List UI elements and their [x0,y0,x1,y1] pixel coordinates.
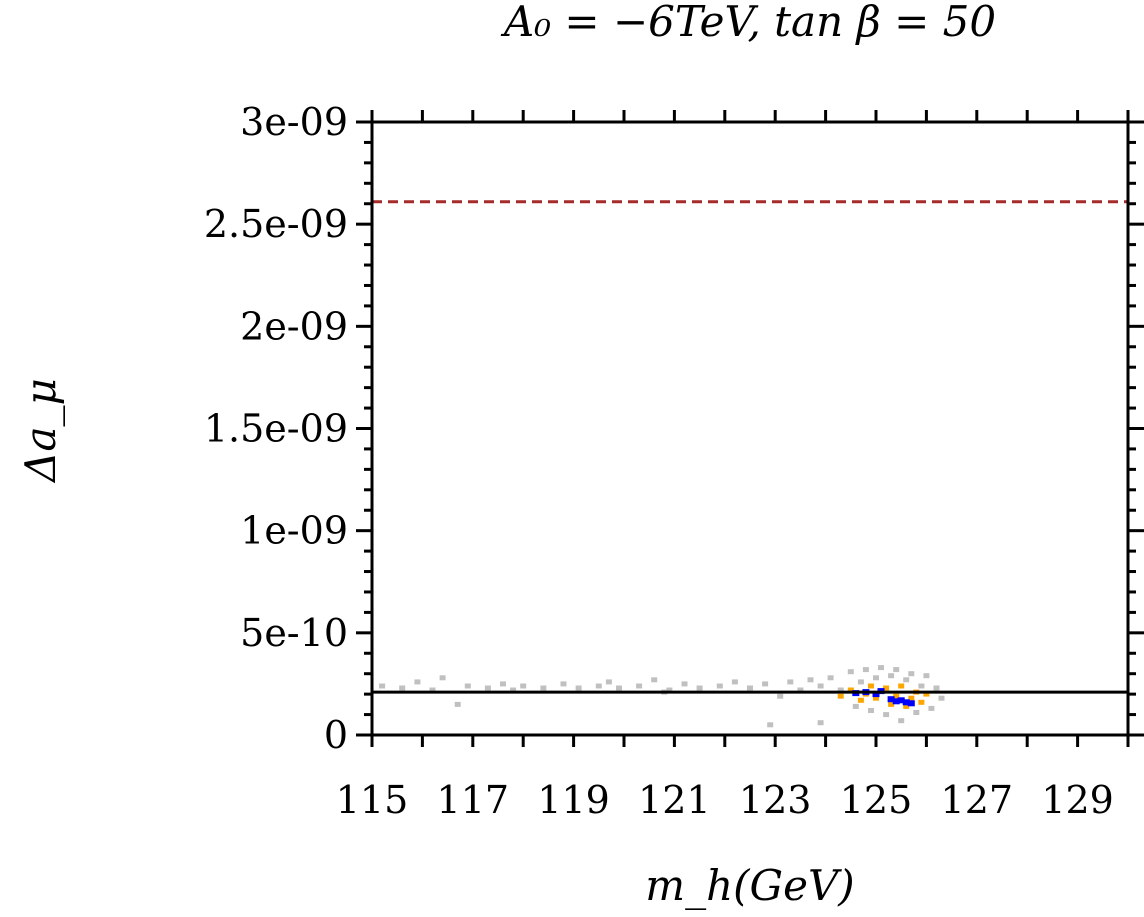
scatter-point-s0-49 [938,695,945,701]
scatter-point-s0-39 [888,673,895,679]
scatter-point-s0-5 [454,701,461,707]
scatter-point-s0-21 [731,679,738,685]
scatter-point-s0-46 [923,673,930,679]
scatter-point-s0-9 [520,683,527,689]
scatter-point-s1-2 [857,697,864,703]
scatter-point-s1-5 [883,685,890,691]
scatter-point-s0-23 [762,681,769,687]
scatter-point-s0-16 [651,677,658,683]
scatter-point-s0-35 [868,708,874,713]
scatter-point-s0-31 [847,669,854,675]
scatter-point-s0-17 [666,687,673,693]
scatter-point-s0-1 [399,685,406,691]
scatter-point-s0-15 [636,683,643,689]
y-tick-label-0: 0 [324,713,348,757]
scatter-point-s0-41 [898,718,905,724]
x-tick-label-4: 123 [739,778,812,822]
scatter-point-s0-8 [500,681,506,687]
scatter-point-s0-7 [484,685,491,691]
scatter-point-s0-51 [767,722,774,728]
y-axis-title: Δa_μ [16,378,65,484]
x-tick-label-0: 115 [336,778,409,822]
tick-labels: 115 117 119 121 123 125 127 129 0 5e-10 1e-09 1.5e-… [204,100,1114,822]
scatter-point-s2-6 [897,697,905,704]
scatter-point-s0-48 [933,685,940,691]
scatter-point-s0-3 [429,687,436,693]
x-tick-label-1: 117 [437,778,510,822]
scatter-point-s0-24 [777,693,784,699]
scatter-point-s0-18 [681,681,688,687]
y-tick-label-4: 2e-09 [240,304,348,348]
scatter-point-s0-32 [852,703,859,709]
plot-marks [372,200,1128,728]
scatter-point-s0-20 [716,683,723,689]
scatter-point-s0-26 [797,687,804,693]
axis-ticks [356,110,1144,747]
scatter-point-s0-54 [605,679,612,685]
scatter-point-s2-2 [872,691,880,698]
y-tick-label-6: 3e-09 [240,100,348,144]
y-tick-label-5: 2.5e-09 [204,202,348,246]
scatter-point-s0-22 [747,685,753,691]
scatter-point-s0-4 [439,675,446,681]
scatter-point-s0-25 [787,679,794,685]
scatter-point-s1-3 [868,683,874,689]
y-tick-label-2: 1e-09 [240,509,348,553]
scatter-point-s0-47 [928,705,935,711]
scatter-point-s0-37 [878,665,884,671]
scatter-point-s0-40 [893,667,900,673]
scatter-point-s1-6 [888,701,895,707]
scatter-point-s1-11 [923,691,930,697]
scatter-point-s2-4 [887,696,895,703]
scatter-point-s0-42 [903,677,910,683]
x-tick-label-2: 119 [537,778,610,822]
scatter-point-s0-12 [575,685,582,691]
scatter-point-s2-7 [902,699,910,706]
scatter-point-s1-4 [873,695,879,701]
scatter-point-s1-8 [903,703,910,709]
scatter-point-s0-53 [510,687,517,693]
scatter-point-s0-34 [862,667,869,673]
scatter-point-s2-8 [907,700,915,707]
x-tick-label-5: 125 [840,778,913,822]
scatter-point-s1-14 [908,695,915,701]
plot-frame [370,120,1130,737]
scatter-point-s0-6 [464,683,471,689]
scatter-point-s0-29 [827,675,834,681]
scatter-point-s0-30 [837,687,844,693]
scatter-point-s1-13 [893,693,900,699]
scatter-point-s1-7 [898,683,905,689]
scatter-point-s1-10 [918,699,925,705]
scatter-point-s0-19 [696,685,703,691]
scatter-point-s0-38 [883,712,890,718]
scatter-point-s0-13 [595,683,602,689]
scatter-point-s0-36 [873,675,879,681]
scatter-point-s0-44 [913,710,920,715]
scatter-point-s0-10 [540,685,547,691]
x-tick-label-7: 129 [1041,778,1114,822]
chart-title: A₀ = −6TeV, tan β = 50 [500,0,996,46]
scatter-point-s0-43 [908,671,915,677]
y-tick-label-1: 5e-10 [240,611,348,655]
x-tick-label-6: 127 [941,778,1014,822]
scatter-point-s0-50 [817,720,824,726]
x-axis-title: m_h(GeV) [645,861,854,910]
scatter-point-s0-2 [414,679,421,685]
scatter-point-s0-11 [560,681,567,687]
scatter-point-s0-28 [817,683,824,689]
scatter-point-s0-45 [918,683,925,689]
y-tick-label-3: 1.5e-09 [204,407,348,451]
scatter-point-s0-33 [857,679,864,685]
scatter-point-s0-0 [379,683,386,689]
scatter-point-s1-0 [837,693,844,699]
x-tick-label-3: 121 [638,778,711,822]
scatter-point-s1-1 [847,687,854,693]
scatter-point-s2-5 [892,698,900,705]
scatter-point-s0-14 [616,685,622,691]
scatter-point-s0-27 [807,677,814,683]
